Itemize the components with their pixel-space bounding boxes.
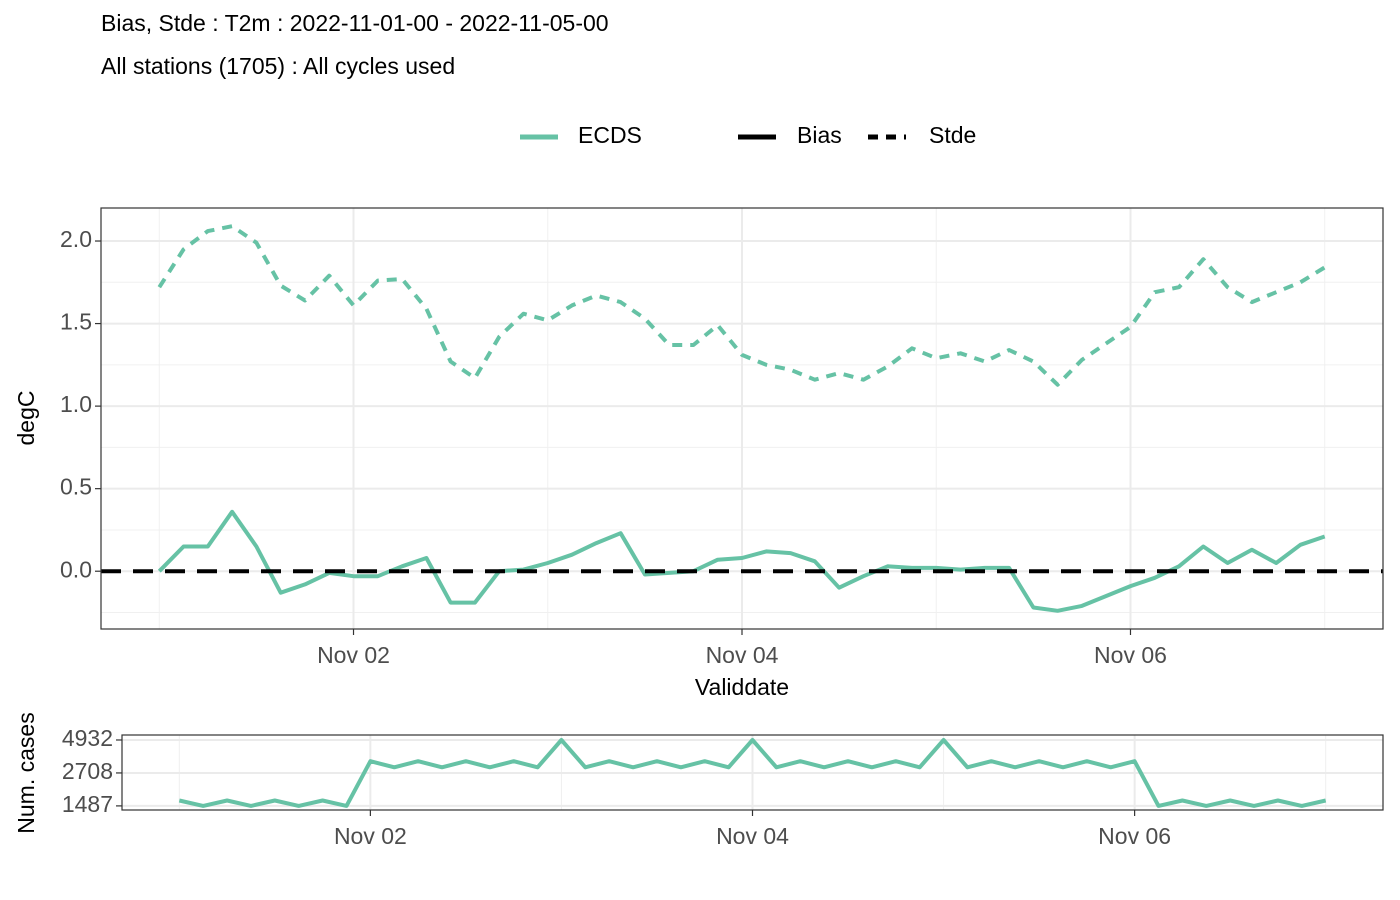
y-tick-label: 0.0 — [60, 556, 92, 582]
legend-label: ECDS — [578, 122, 642, 148]
x-tick-label: Nov 04 — [716, 823, 789, 849]
chart-title: Bias, Stde : T2m : 2022-11-01-00 - 2022-… — [101, 10, 609, 36]
y-tick-label: 1.0 — [60, 391, 92, 417]
x-tick-label: Nov 02 — [317, 642, 390, 668]
x-tick-label: Nov 04 — [706, 642, 779, 668]
plot-frame — [100, 207, 1384, 630]
x-tick-label: Nov 06 — [1094, 642, 1167, 668]
series-line — [178, 738, 1327, 808]
x-tick-label: Nov 06 — [1098, 823, 1171, 849]
series-line — [157, 224, 1326, 387]
y-axis-label: degC — [13, 391, 39, 446]
legend-label: Stde — [929, 122, 976, 148]
y-tick-label: 1.5 — [60, 309, 92, 335]
series-line — [157, 509, 1326, 613]
y-tick-label: 4932 — [62, 725, 113, 751]
plot-frame — [121, 734, 1384, 811]
y-tick-label: 0.5 — [60, 474, 92, 500]
chart-subtitle: All stations (1705) : All cycles used — [101, 53, 455, 79]
y-axis-label: Num. cases — [13, 712, 39, 833]
legend-label: Bias — [797, 122, 842, 148]
y-tick-label: 2708 — [62, 758, 113, 784]
x-axis-label: Validdate — [695, 674, 789, 700]
y-tick-label: 1487 — [62, 791, 113, 817]
x-tick-label: Nov 02 — [334, 823, 407, 849]
y-tick-label: 2.0 — [60, 226, 92, 252]
